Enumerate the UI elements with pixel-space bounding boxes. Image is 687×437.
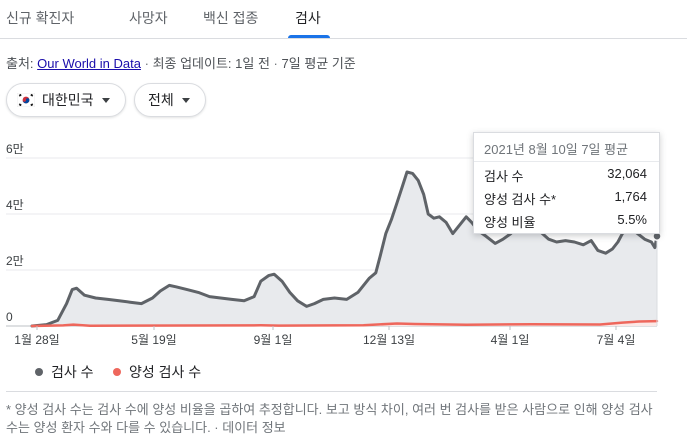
last-updated: 최종 업데이트: 1일 전 <box>152 56 270 71</box>
tab-new-cases[interactable]: 신규 확진자 <box>6 10 75 26</box>
legend-item-tests: 검사 수 <box>35 362 94 382</box>
scope-dropdown[interactable]: 전체 <box>134 83 206 117</box>
tooltip-value: 5.5% <box>617 212 647 227</box>
legend-dot <box>113 368 121 376</box>
chart-lines <box>30 170 659 328</box>
south-korea-flag-icon <box>17 93 35 107</box>
source-prefix: 출처: <box>6 56 34 71</box>
tooltip-label: 검사 수 <box>484 169 524 184</box>
tooltip-value: 1,764 <box>614 189 647 204</box>
caret-down-icon <box>101 97 110 103</box>
testing-chart[interactable]: 0 2만 4만 6만 1월 28일 5월 19일 9월 1일 12월 13일 4월 1일 7월 … <box>0 130 687 352</box>
tooltip-label: 양성 검사 수* <box>484 192 557 207</box>
legend-label: 양성 검사 수 <box>129 364 202 380</box>
average-basis: 7일 평균 기준 <box>281 56 356 71</box>
y-tick-label: 0 <box>6 310 13 324</box>
x-tick-label: 4월 1일 <box>491 333 530 347</box>
x-tick-label: 7월 4일 <box>597 333 636 347</box>
tab-deaths[interactable]: 사망자 <box>129 10 168 26</box>
x-tick-label: 12월 13일 <box>363 333 415 347</box>
country-dropdown[interactable]: 대한민국 <box>6 83 126 117</box>
tooltip-label: 양성 비율 <box>484 215 536 230</box>
divider <box>6 391 657 392</box>
series-line <box>30 170 659 328</box>
tooltip-value: 32,064 <box>607 166 647 181</box>
tab-testing[interactable]: 검사 <box>295 10 321 26</box>
legend-dot <box>35 368 43 376</box>
tooltip-row-positive-rate: 양성 비율 5.5% <box>484 212 647 231</box>
tooltip-divider <box>474 161 659 162</box>
legend-label: 검사 수 <box>51 364 94 380</box>
tab-bar: 신규 확진자 사망자 백신 접종 검사 <box>0 0 687 39</box>
x-tick-label: 1월 28일 <box>14 333 59 347</box>
source-link[interactable]: Our World in Data <box>37 56 141 71</box>
chart-tooltip: 2021년 8월 10일 7일 평균 검사 수 32,064 양성 검사 수* … <box>473 132 660 234</box>
country-label: 대한민국 <box>42 92 94 108</box>
separator-dot: · <box>144 56 149 71</box>
source-line: 출처: Our World in Data · 최종 업데이트: 1일 전 · … <box>6 53 356 72</box>
separator-dot: · <box>273 56 278 71</box>
y-tick-label: 4만 <box>6 198 24 212</box>
legend-item-positives: 양성 검사 수 <box>113 362 201 382</box>
tooltip-title: 2021년 8월 10일 7일 평균 <box>484 142 629 157</box>
tooltip-row-tests: 검사 수 32,064 <box>484 166 647 185</box>
y-axis-labels: 0 2만 4만 6만 <box>6 142 24 324</box>
tooltip-row-positives: 양성 검사 수* 1,764 <box>484 189 647 208</box>
x-axis-labels: 1월 28일 5월 19일 9월 1일 12월 13일 4월 1일 7월 4일 <box>14 326 635 347</box>
caret-down-icon <box>181 97 190 103</box>
y-tick-label: 6만 <box>6 142 24 156</box>
tab-vaccinations[interactable]: 백신 접종 <box>203 10 259 26</box>
y-tick-label: 2만 <box>6 254 24 268</box>
series-line <box>30 319 659 328</box>
series-area <box>32 172 657 326</box>
x-tick-label: 9월 1일 <box>254 333 293 347</box>
scope-label: 전체 <box>148 92 174 108</box>
x-tick-label: 5월 19일 <box>131 333 176 347</box>
footnote: * 양성 검사 수는 검사 수에 양성 비율을 곱하여 추정합니다. 보고 방식… <box>6 402 653 435</box>
active-tab-indicator <box>288 35 330 38</box>
